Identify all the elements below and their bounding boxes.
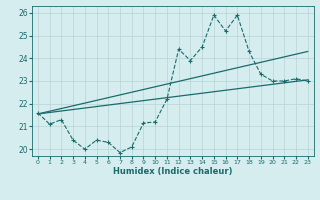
X-axis label: Humidex (Indice chaleur): Humidex (Indice chaleur): [113, 167, 233, 176]
